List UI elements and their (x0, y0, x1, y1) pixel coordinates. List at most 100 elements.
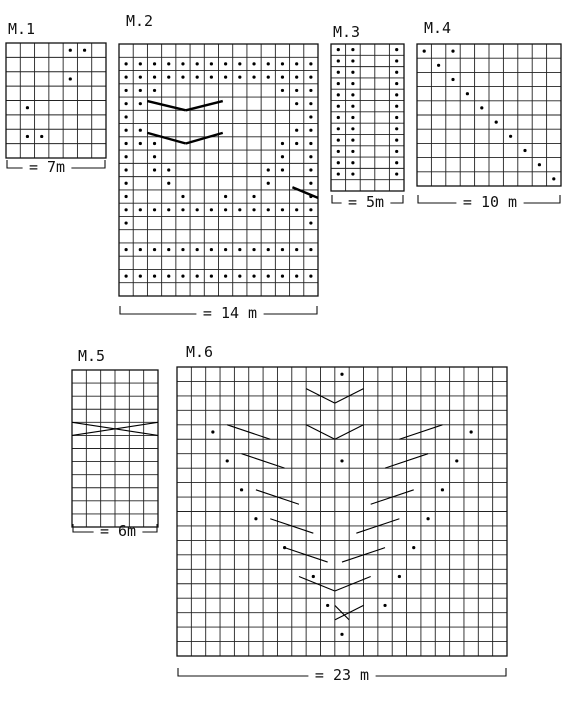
purl-dot (295, 102, 299, 106)
purl-dot (40, 134, 44, 139)
chart-frame (5, 42, 107, 159)
chart-m2: M.2 = 14 m (118, 12, 319, 322)
purl-dot (238, 208, 242, 212)
purl-dot (552, 177, 556, 181)
purl-dot (138, 208, 142, 212)
purl-dot (152, 75, 157, 79)
chart-frame (118, 43, 319, 297)
purl-dot (309, 102, 313, 106)
purl-dot (351, 138, 355, 142)
purl-dot (395, 70, 399, 74)
purl-dot (124, 115, 128, 119)
purl-dot (494, 120, 498, 124)
purl-dot (124, 62, 128, 66)
width-bracket-right (523, 195, 561, 204)
chart-title: M.2 (126, 12, 153, 30)
purl-dot (383, 603, 387, 608)
purl-dot (252, 274, 256, 278)
purl-dot (138, 247, 142, 252)
cable-stroke (356, 518, 400, 534)
purl-dot (309, 208, 313, 212)
purl-dot (266, 247, 270, 252)
purl-dot (167, 274, 171, 278)
purl-dot (280, 88, 285, 93)
cable-stroke (298, 576, 336, 592)
purl-dot (336, 149, 340, 154)
chart-frame (176, 366, 508, 657)
width-bracket-right (390, 195, 404, 204)
chart-title: M.4 (424, 19, 451, 37)
purl-dot (167, 247, 171, 252)
purl-dot (252, 208, 256, 212)
chart-m5: M.5 = 6m (71, 347, 159, 540)
purl-dot (224, 247, 228, 252)
purl-dot (152, 141, 157, 146)
purl-dot (351, 161, 355, 165)
purl-dot (351, 59, 355, 63)
purl-dot (138, 62, 142, 66)
width-label: = 10 m (463, 193, 517, 211)
purl-dot (195, 274, 199, 278)
purl-dot (336, 48, 340, 52)
purl-dot (351, 104, 355, 108)
cable-stroke (241, 453, 285, 469)
chart-m3: M.3 = 5m (330, 23, 405, 211)
purl-dot (351, 149, 355, 154)
purl-dot (266, 75, 270, 79)
purl-dot (238, 62, 242, 66)
purl-dot (68, 48, 72, 52)
purl-dot (336, 81, 340, 86)
cable-stroke (185, 99, 224, 112)
purl-dot (340, 459, 344, 463)
purl-dot (124, 181, 128, 185)
purl-dot (309, 128, 313, 132)
purl-dot (124, 128, 128, 132)
purl-dot (395, 115, 399, 120)
width-bracket-left (119, 306, 197, 315)
purl-dot (295, 62, 299, 66)
cable-stroke (305, 388, 336, 404)
width-bracket-right (263, 306, 318, 315)
purl-dot (82, 48, 87, 52)
purl-dot (238, 247, 242, 252)
chart-grid (6, 43, 106, 158)
purl-dot (395, 127, 399, 131)
purl-dot (167, 181, 171, 185)
cable-stroke (384, 453, 429, 469)
purl-dot (351, 172, 355, 176)
purl-dot (295, 247, 299, 252)
purl-dot (280, 141, 285, 146)
purl-dot (509, 134, 513, 138)
width-bracket-left (177, 668, 309, 677)
purl-dot (152, 208, 157, 212)
purl-dot (138, 128, 142, 132)
width-bracket-left (6, 160, 23, 169)
purl-dot (309, 247, 313, 252)
purl-dot (138, 102, 142, 106)
chart-grid (72, 370, 158, 527)
purl-dot (209, 62, 213, 66)
cable-stroke (147, 131, 187, 145)
purl-dot (124, 168, 128, 172)
cable-stroke (147, 99, 187, 112)
purl-dot (309, 115, 313, 119)
purl-dot (295, 75, 299, 79)
purl-dot (340, 372, 344, 376)
purl-dot (167, 168, 171, 172)
chart-title: M.6 (186, 343, 213, 361)
chart-frame (330, 43, 405, 192)
purl-dot (181, 75, 185, 79)
chart-frame (71, 369, 159, 528)
purl-dot (295, 141, 299, 146)
purl-dot (209, 247, 213, 252)
purl-dot (225, 459, 229, 463)
purl-dot (395, 172, 399, 176)
cable-stroke (71, 421, 159, 436)
purl-dot (309, 181, 313, 185)
purl-dot (252, 194, 256, 199)
width-label: = 23 m (315, 666, 369, 684)
chart-title: M.5 (78, 347, 105, 365)
purl-dot (395, 149, 399, 154)
purl-dot (295, 208, 299, 212)
purl-dot (167, 62, 171, 66)
